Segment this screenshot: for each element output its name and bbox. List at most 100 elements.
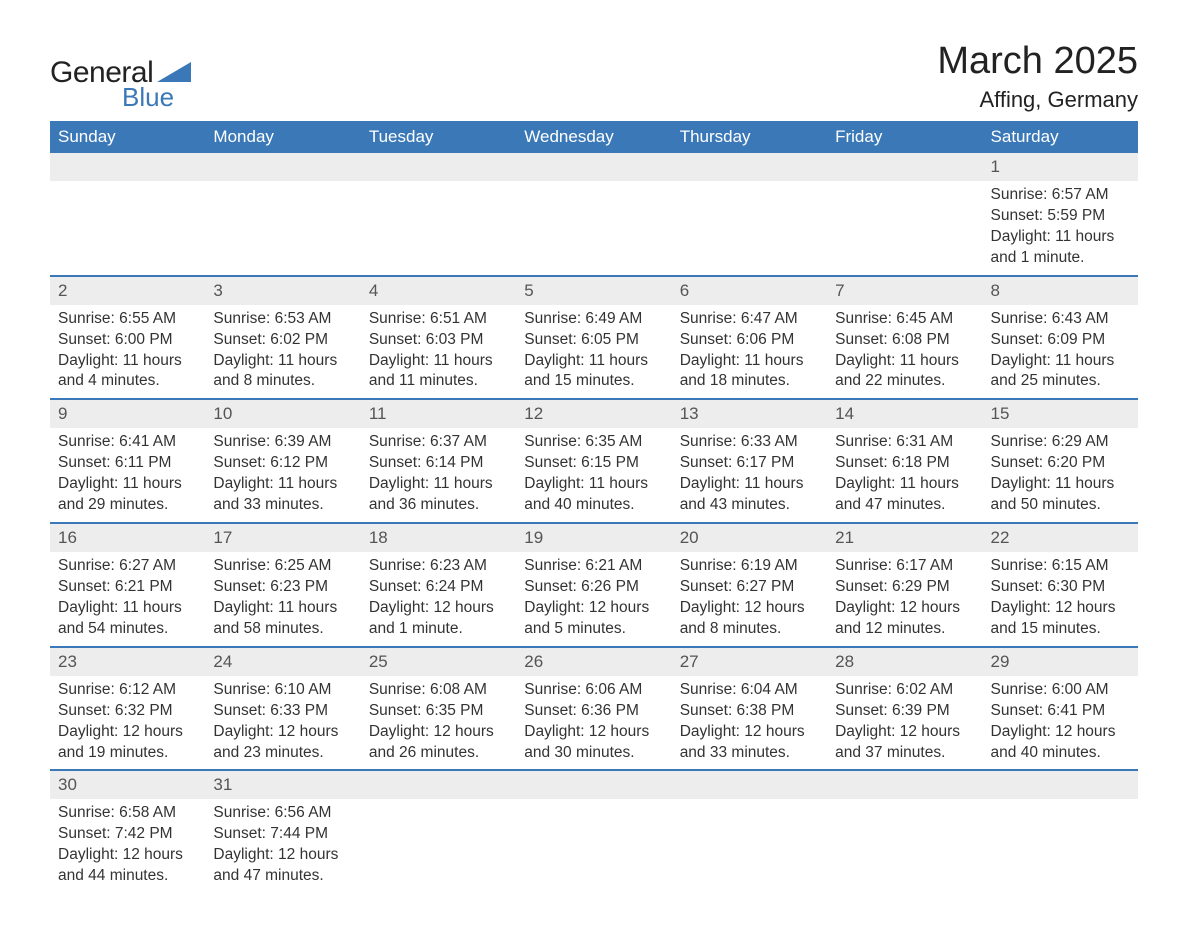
calendar-day-cell: 14Sunrise: 6:31 AMSunset: 6:18 PMDayligh… [827, 399, 982, 523]
day-number [516, 771, 671, 799]
calendar-day-cell [672, 770, 827, 893]
day-number: 8 [983, 277, 1138, 305]
day-number [672, 771, 827, 799]
day-number [50, 153, 205, 181]
calendar-day-cell [827, 153, 982, 276]
daylight-line: Daylight: 12 hours and 15 minutes. [991, 598, 1130, 640]
sunrise-line: Sunrise: 6:43 AM [991, 309, 1130, 330]
day-details: Sunrise: 6:49 AMSunset: 6:05 PMDaylight:… [516, 305, 671, 399]
sunrise-line: Sunrise: 6:23 AM [369, 556, 508, 577]
calendar-day-cell [983, 770, 1138, 893]
day-number: 20 [672, 524, 827, 552]
day-details: Sunrise: 6:35 AMSunset: 6:15 PMDaylight:… [516, 428, 671, 522]
day-details [827, 181, 982, 251]
daylight-line: Daylight: 11 hours and 36 minutes. [369, 474, 508, 516]
sunrise-line: Sunrise: 6:41 AM [58, 432, 197, 453]
day-number [827, 771, 982, 799]
day-details: Sunrise: 6:37 AMSunset: 6:14 PMDaylight:… [361, 428, 516, 522]
day-number: 9 [50, 400, 205, 428]
calendar-day-cell: 16Sunrise: 6:27 AMSunset: 6:21 PMDayligh… [50, 523, 205, 647]
daylight-line: Daylight: 11 hours and 58 minutes. [213, 598, 352, 640]
daylight-line: Daylight: 12 hours and 33 minutes. [680, 722, 819, 764]
calendar-day-cell [361, 153, 516, 276]
day-details [516, 799, 671, 869]
sunset-line: Sunset: 5:59 PM [991, 206, 1130, 227]
day-number: 16 [50, 524, 205, 552]
day-number: 4 [361, 277, 516, 305]
page-header: General Blue March 2025 Affing, Germany [50, 40, 1138, 113]
day-header-friday: Friday [827, 121, 982, 153]
sunset-line: Sunset: 6:11 PM [58, 453, 197, 474]
calendar-day-cell: 1Sunrise: 6:57 AMSunset: 5:59 PMDaylight… [983, 153, 1138, 276]
calendar-day-cell: 27Sunrise: 6:04 AMSunset: 6:38 PMDayligh… [672, 647, 827, 771]
sunset-line: Sunset: 6:32 PM [58, 701, 197, 722]
calendar-day-cell: 21Sunrise: 6:17 AMSunset: 6:29 PMDayligh… [827, 523, 982, 647]
calendar-day-cell: 26Sunrise: 6:06 AMSunset: 6:36 PMDayligh… [516, 647, 671, 771]
calendar-day-cell: 10Sunrise: 6:39 AMSunset: 6:12 PMDayligh… [205, 399, 360, 523]
daylight-line: Daylight: 12 hours and 47 minutes. [213, 845, 352, 887]
day-details [983, 799, 1138, 869]
daylight-line: Daylight: 11 hours and 33 minutes. [213, 474, 352, 516]
day-details: Sunrise: 6:55 AMSunset: 6:00 PMDaylight:… [50, 305, 205, 399]
day-number: 11 [361, 400, 516, 428]
daylight-line: Daylight: 12 hours and 8 minutes. [680, 598, 819, 640]
daylight-line: Daylight: 12 hours and 40 minutes. [991, 722, 1130, 764]
calendar-day-cell [516, 770, 671, 893]
day-details: Sunrise: 6:41 AMSunset: 6:11 PMDaylight:… [50, 428, 205, 522]
day-number: 19 [516, 524, 671, 552]
sunrise-line: Sunrise: 6:51 AM [369, 309, 508, 330]
calendar-day-cell [827, 770, 982, 893]
day-number: 15 [983, 400, 1138, 428]
sunset-line: Sunset: 6:21 PM [58, 577, 197, 598]
calendar-day-cell: 6Sunrise: 6:47 AMSunset: 6:06 PMDaylight… [672, 276, 827, 400]
day-details: Sunrise: 6:33 AMSunset: 6:17 PMDaylight:… [672, 428, 827, 522]
day-details: Sunrise: 6:06 AMSunset: 6:36 PMDaylight:… [516, 676, 671, 770]
day-details: Sunrise: 6:58 AMSunset: 7:42 PMDaylight:… [50, 799, 205, 893]
calendar-day-cell: 23Sunrise: 6:12 AMSunset: 6:32 PMDayligh… [50, 647, 205, 771]
day-number [827, 153, 982, 181]
sunrise-line: Sunrise: 6:12 AM [58, 680, 197, 701]
day-details: Sunrise: 6:25 AMSunset: 6:23 PMDaylight:… [205, 552, 360, 646]
calendar-week-row: 23Sunrise: 6:12 AMSunset: 6:32 PMDayligh… [50, 647, 1138, 771]
month-year-title: March 2025 [937, 40, 1138, 83]
sunrise-line: Sunrise: 6:47 AM [680, 309, 819, 330]
day-header-tuesday: Tuesday [361, 121, 516, 153]
sunset-line: Sunset: 6:17 PM [680, 453, 819, 474]
day-details: Sunrise: 6:04 AMSunset: 6:38 PMDaylight:… [672, 676, 827, 770]
sunrise-line: Sunrise: 6:53 AM [213, 309, 352, 330]
daylight-line: Daylight: 12 hours and 44 minutes. [58, 845, 197, 887]
brand-name-2: Blue [122, 82, 174, 113]
day-details: Sunrise: 6:27 AMSunset: 6:21 PMDaylight:… [50, 552, 205, 646]
calendar-day-cell: 4Sunrise: 6:51 AMSunset: 6:03 PMDaylight… [361, 276, 516, 400]
day-details: Sunrise: 6:51 AMSunset: 6:03 PMDaylight:… [361, 305, 516, 399]
day-number: 5 [516, 277, 671, 305]
calendar-day-cell: 30Sunrise: 6:58 AMSunset: 7:42 PMDayligh… [50, 770, 205, 893]
sunrise-line: Sunrise: 6:57 AM [991, 185, 1130, 206]
sunset-line: Sunset: 6:09 PM [991, 330, 1130, 351]
day-details [361, 799, 516, 869]
daylight-line: Daylight: 12 hours and 37 minutes. [835, 722, 974, 764]
sunrise-line: Sunrise: 6:00 AM [991, 680, 1130, 701]
day-number [361, 771, 516, 799]
calendar-day-cell [205, 153, 360, 276]
sunrise-line: Sunrise: 6:15 AM [991, 556, 1130, 577]
daylight-line: Daylight: 11 hours and 22 minutes. [835, 351, 974, 393]
day-details: Sunrise: 6:10 AMSunset: 6:33 PMDaylight:… [205, 676, 360, 770]
sunset-line: Sunset: 6:26 PM [524, 577, 663, 598]
daylight-line: Daylight: 11 hours and 1 minute. [991, 227, 1130, 269]
day-details: Sunrise: 6:39 AMSunset: 6:12 PMDaylight:… [205, 428, 360, 522]
daylight-line: Daylight: 12 hours and 19 minutes. [58, 722, 197, 764]
day-number: 24 [205, 648, 360, 676]
day-details: Sunrise: 6:47 AMSunset: 6:06 PMDaylight:… [672, 305, 827, 399]
day-number: 29 [983, 648, 1138, 676]
sunrise-line: Sunrise: 6:39 AM [213, 432, 352, 453]
sunset-line: Sunset: 6:12 PM [213, 453, 352, 474]
calendar-week-row: 9Sunrise: 6:41 AMSunset: 6:11 PMDaylight… [50, 399, 1138, 523]
day-details [516, 181, 671, 251]
sunset-line: Sunset: 6:20 PM [991, 453, 1130, 474]
calendar-week-row: 2Sunrise: 6:55 AMSunset: 6:00 PMDaylight… [50, 276, 1138, 400]
day-details [827, 799, 982, 869]
day-number: 18 [361, 524, 516, 552]
sunset-line: Sunset: 6:02 PM [213, 330, 352, 351]
day-number: 12 [516, 400, 671, 428]
